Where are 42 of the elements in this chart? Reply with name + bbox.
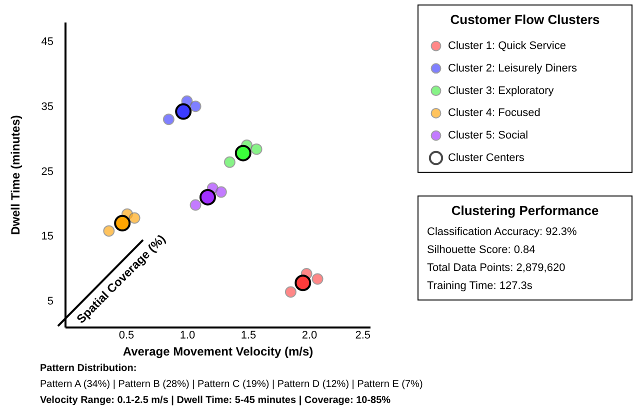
legend-label: Cluster 3: Exploratory: [448, 84, 554, 97]
text: Classification Accuracy: 92.3%: [427, 226, 578, 238]
text: Velocity Range: 0.1-2.5 m/s | Dwell Time: 5-45 minutes | Coverage: 10-85%: [40, 395, 391, 406]
legend-label: Cluster 4: Focused: [448, 107, 540, 120]
text: Total Data Points: 2,879,620: [427, 262, 566, 274]
point: [175, 103, 192, 120]
point: [294, 274, 312, 292]
point: [224, 156, 236, 168]
legend-title: Customer Flow Clusters: [450, 12, 600, 27]
x-tick-label: 2.5: [355, 330, 370, 342]
x-tick-label: 0.5: [118, 330, 134, 342]
legend-label: Cluster Centers: [448, 152, 525, 164]
text: Training Time: 127.3s: [427, 280, 533, 292]
point: [162, 114, 174, 126]
point: [190, 199, 202, 211]
y-axis-title: Dwell Time (minutes): [8, 115, 22, 235]
x-tick-label: 2.0: [302, 330, 318, 342]
text: Clustering Performance: [451, 203, 599, 218]
legend-label: Cluster 5: Social: [448, 130, 528, 142]
point: [284, 286, 296, 298]
y-tick-label: 15: [41, 230, 54, 243]
text: Pattern Distribution:: [40, 363, 137, 374]
point: [312, 273, 324, 285]
y-tick-label: 35: [41, 100, 54, 113]
point: [215, 186, 227, 198]
legend-label: Cluster 1: Quick Service: [448, 40, 566, 52]
text: Silhouette Score: 0.84: [427, 244, 536, 256]
point: [190, 100, 202, 112]
x-tick-label: 1.0: [180, 330, 196, 342]
x-tick-label: 1.5: [240, 330, 256, 342]
point: [199, 188, 216, 206]
y-tick-label: 45: [41, 36, 54, 48]
y-tick-label: 25: [41, 166, 54, 178]
x-axis-title: Average Movement Velocity (m/s): [122, 344, 314, 358]
point: [250, 143, 262, 155]
point: [234, 144, 252, 162]
point: [114, 214, 131, 232]
point: [103, 225, 115, 237]
legend-label: Cluster 2: Leisurely Diners: [448, 62, 578, 74]
y-tick-label: 5: [47, 296, 54, 308]
text: Pattern A (34%) | Pattern B (28%) | Pattern C (19%) | Pattern D (12%) | Pattern E (7%): [40, 379, 423, 390]
point: [128, 212, 140, 224]
